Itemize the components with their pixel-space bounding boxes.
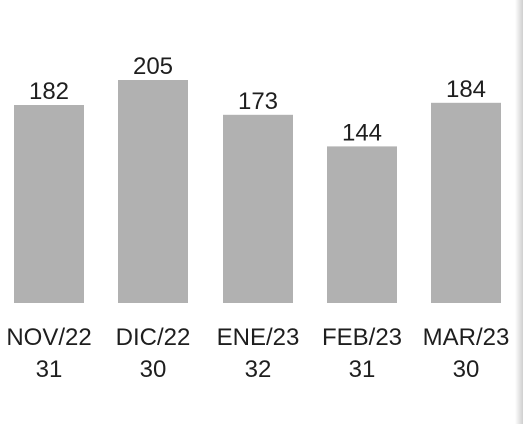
secondary-label: 30 <box>140 356 167 383</box>
category-label: NOV/22 <box>6 324 91 351</box>
bar-nov-22 <box>14 105 84 303</box>
category-label: DIC/22 <box>116 324 191 351</box>
value-label: 205 <box>133 53 173 80</box>
category-label: FEB/23 <box>322 324 402 351</box>
value-label: 173 <box>238 88 278 115</box>
bar-mar-23 <box>431 102 501 303</box>
secondary-label: 30 <box>453 356 480 383</box>
bar-feb-23 <box>327 146 397 303</box>
category-label: ENE/23 <box>217 324 300 351</box>
window-edge <box>515 0 523 424</box>
bar-dic-22 <box>118 80 188 303</box>
secondary-label: 31 <box>349 356 376 383</box>
value-label: 144 <box>342 119 382 146</box>
bar-ene-23 <box>223 114 293 303</box>
value-label: 184 <box>446 76 486 103</box>
secondary-label: 32 <box>245 356 272 383</box>
secondary-label: 31 <box>36 356 63 383</box>
category-label: MAR/23 <box>423 324 510 351</box>
value-label: 182 <box>29 78 69 105</box>
